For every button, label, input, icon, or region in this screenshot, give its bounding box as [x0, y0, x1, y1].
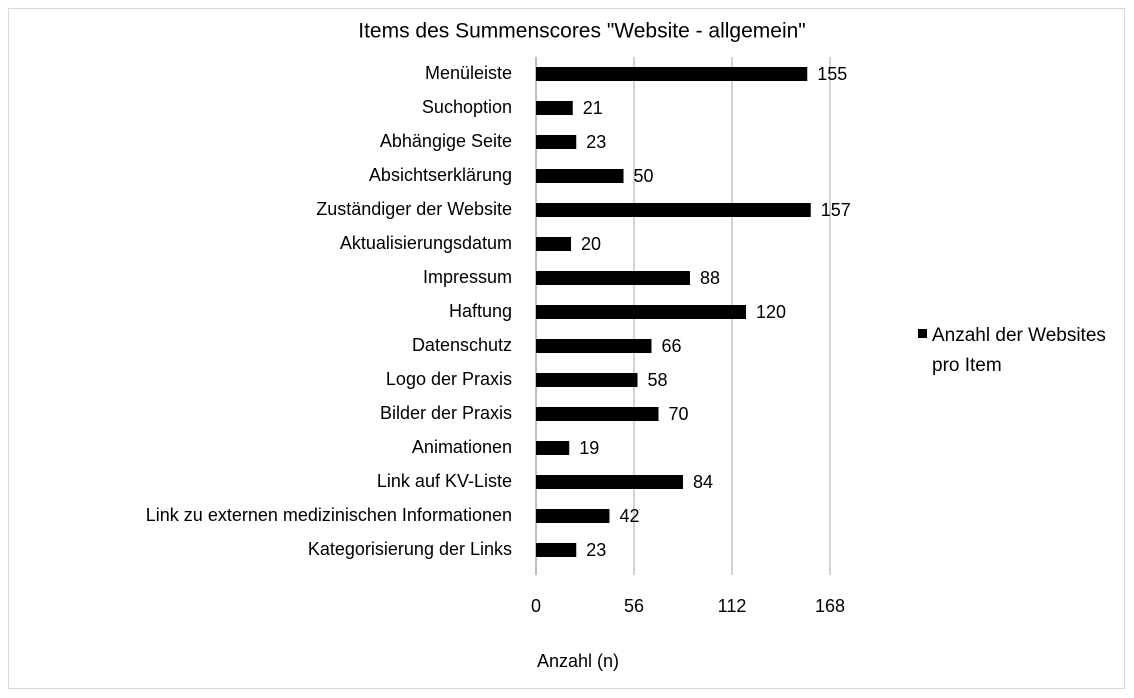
y-tick-label: Datenschutz — [412, 335, 512, 355]
data-label: 84 — [693, 472, 713, 492]
data-label: 88 — [700, 268, 720, 288]
y-tick-label: Logo der Praxis — [386, 369, 512, 389]
legend-label: Anzahl der Websites pro Item — [932, 325, 1106, 376]
data-label: 50 — [634, 166, 654, 186]
bar — [536, 373, 638, 387]
bar — [536, 305, 746, 319]
bar — [536, 339, 652, 353]
bar — [536, 407, 659, 421]
y-tick-label: Suchoption — [422, 97, 512, 117]
y-tick-label: Kategorisierung der Links — [308, 539, 512, 559]
x-tick-label: 168 — [815, 596, 845, 616]
y-tick-label: Aktualisierungsdatum — [340, 233, 512, 253]
bar — [536, 203, 811, 217]
y-tick-label: Haftung — [449, 301, 512, 321]
data-label: 20 — [581, 234, 601, 254]
data-label: 19 — [579, 438, 599, 458]
data-label: 70 — [669, 404, 689, 424]
y-tick-label: Link auf KV-Liste — [377, 471, 512, 491]
y-tick-label: Impressum — [423, 267, 512, 287]
data-label: 58 — [648, 370, 668, 390]
x-tick-label: 56 — [624, 596, 644, 616]
bar — [536, 543, 577, 557]
bar — [536, 135, 577, 149]
bar — [536, 67, 808, 81]
x-tick-label: 0 — [531, 596, 541, 616]
y-tick-label: Bilder der Praxis — [380, 403, 512, 423]
x-axis-label: Anzahl (n) — [537, 651, 619, 671]
x-tick-label: 112 — [718, 596, 747, 616]
legend-entry: Anzahl der Websites pro Item — [932, 325, 1106, 376]
y-tick-label: Link zu externen medizinischen Informati… — [146, 505, 512, 525]
bar — [536, 475, 683, 489]
bar — [536, 509, 610, 523]
y-tick-label: Menüleiste — [425, 63, 512, 83]
data-label: 23 — [586, 540, 606, 560]
bar — [536, 441, 570, 455]
bar — [536, 169, 624, 183]
data-label: 42 — [620, 506, 640, 526]
legend-swatch — [918, 329, 927, 338]
data-label: 157 — [821, 200, 851, 220]
data-label: 23 — [586, 132, 606, 152]
data-label: 21 — [583, 98, 603, 118]
data-label: 66 — [662, 336, 682, 356]
bar — [536, 101, 573, 115]
y-tick-label: Zuständiger der Website — [316, 199, 512, 219]
data-label: 120 — [756, 302, 786, 322]
y-tick-label: Animationen — [412, 437, 512, 457]
y-tick-label: Abhängige Seite — [380, 131, 512, 151]
chart-title: Items des Summenscores "Website - allgem… — [358, 20, 806, 43]
bar — [536, 237, 571, 251]
bar — [536, 271, 690, 285]
data-label: 155 — [817, 64, 847, 84]
y-tick-label: Absichtserklärung — [369, 165, 512, 185]
